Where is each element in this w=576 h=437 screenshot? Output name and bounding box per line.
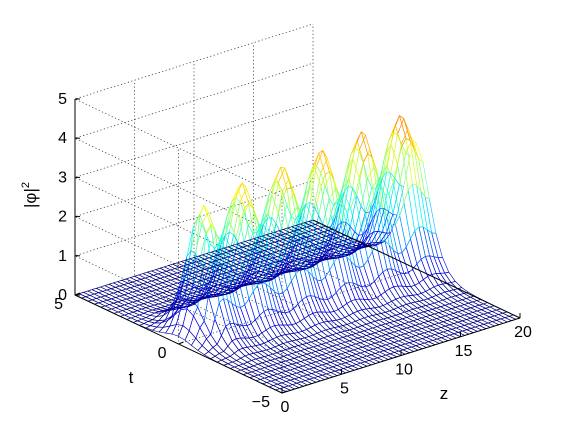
grid-line-height [74,180,314,355]
surface-cell [165,324,177,335]
grid-line-z [74,99,283,394]
surface-cell [227,340,239,354]
surface-cell [139,323,151,329]
surface-cell [312,150,324,169]
t-axis-label: t [129,368,134,387]
surface-cell [188,315,201,339]
z-tick-label: 0 [281,399,290,416]
surface-cell [412,139,424,163]
surface-cell [152,326,164,333]
surface-mesh [74,115,521,394]
surface-cell [409,140,422,192]
surface-cell [210,356,222,363]
surface-cell [191,338,203,351]
surface-cell [329,188,341,206]
surface-cell [418,158,430,200]
surface-cell [193,306,205,328]
surface-cell [278,167,290,192]
surface-cell [401,128,413,154]
height-tick-label: 3 [58,169,67,186]
surface-cell [221,325,233,347]
grid-line-z [253,42,461,338]
x-axis-label: z [440,384,449,403]
height-tick-label: 4 [58,130,67,147]
t-tick-label: 5 [54,296,63,313]
t-tick-label: 0 [158,345,167,362]
height-tick-label: 0 [58,287,67,304]
z-tick-label: 20 [514,324,532,341]
height-tick-label: 2 [58,209,67,226]
surface-cell [399,115,411,142]
surface-cell [184,330,196,346]
z-tick-label: 15 [455,343,473,360]
z-axis-label: |φ|2 [20,182,40,208]
grid-line-z [134,80,342,375]
height-tick-label: 5 [58,91,67,108]
z-tick-label: 5 [340,380,349,397]
t-tick-mark [281,390,288,394]
z-tick-label: 10 [395,362,413,379]
surface-cell [176,308,188,326]
t-tick-label: −5 [252,394,270,411]
height-tick-label: 1 [58,248,67,265]
grid-line-height [74,62,314,237]
grid-line-z [193,61,402,356]
grid-line-height [74,102,314,276]
surface-cell [201,338,214,352]
grid-line-z [312,24,521,319]
surface-cell [195,327,207,346]
surface-cell [216,335,229,352]
surface-cell [363,149,375,179]
surface-cell [223,345,235,357]
surface-cell [203,295,216,335]
grid-line-height [74,23,314,198]
surface-cell [229,352,242,361]
surface-cell [208,347,220,357]
axis-edge [312,219,521,319]
surface-cell [269,287,282,313]
surface-cell [156,320,168,328]
t-tick-mark [178,341,184,345]
